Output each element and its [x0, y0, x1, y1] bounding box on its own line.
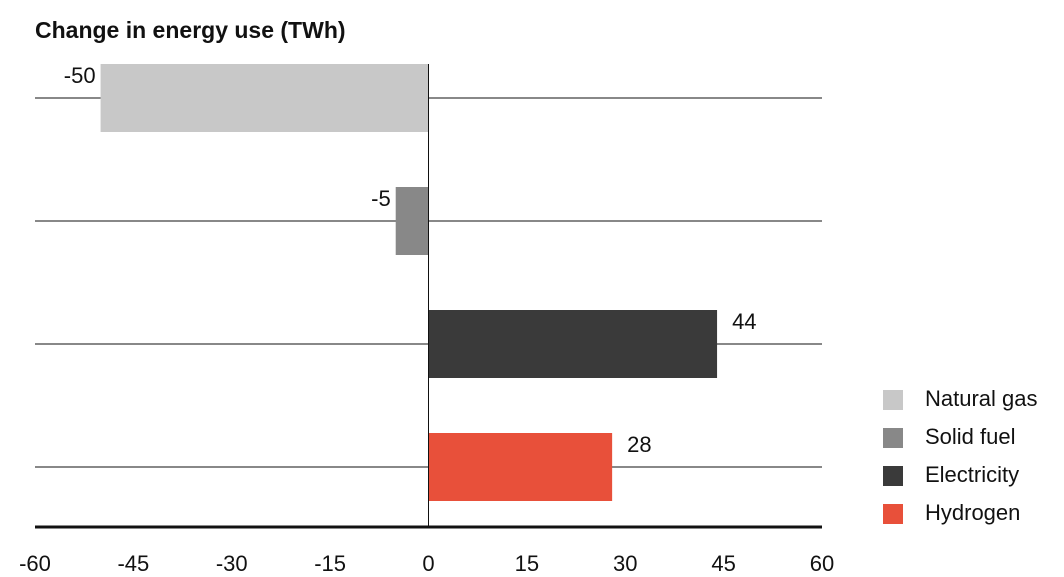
- legend-label: Natural gas: [925, 386, 1038, 411]
- legend-swatch: [883, 504, 903, 524]
- legend-label: Hydrogen: [925, 500, 1020, 525]
- x-tick-label: 0: [422, 551, 434, 576]
- x-tick-label: 30: [613, 551, 637, 576]
- bar: [428, 433, 613, 501]
- legend-swatch: [883, 428, 903, 448]
- legend-label: Solid fuel: [925, 424, 1016, 449]
- x-tick-label: -30: [216, 551, 248, 576]
- chart-title: Change in energy use (TWh): [35, 17, 346, 43]
- x-tick-label: -45: [117, 551, 149, 576]
- value-label: -50: [64, 63, 96, 88]
- legend-swatch: [883, 466, 903, 486]
- value-label: 28: [627, 432, 651, 457]
- x-tick-label: -60: [19, 551, 51, 576]
- x-tick-label: -15: [314, 551, 346, 576]
- value-label: 44: [732, 309, 756, 334]
- legend-label: Electricity: [925, 462, 1019, 487]
- value-label: -5: [371, 186, 391, 211]
- bar: [428, 310, 718, 378]
- x-tick-label: 15: [515, 551, 539, 576]
- legend-swatch: [883, 390, 903, 410]
- x-tick-label: 45: [711, 551, 735, 576]
- bar: [100, 64, 429, 132]
- bar: [395, 187, 429, 255]
- x-tick-label: 60: [810, 551, 834, 576]
